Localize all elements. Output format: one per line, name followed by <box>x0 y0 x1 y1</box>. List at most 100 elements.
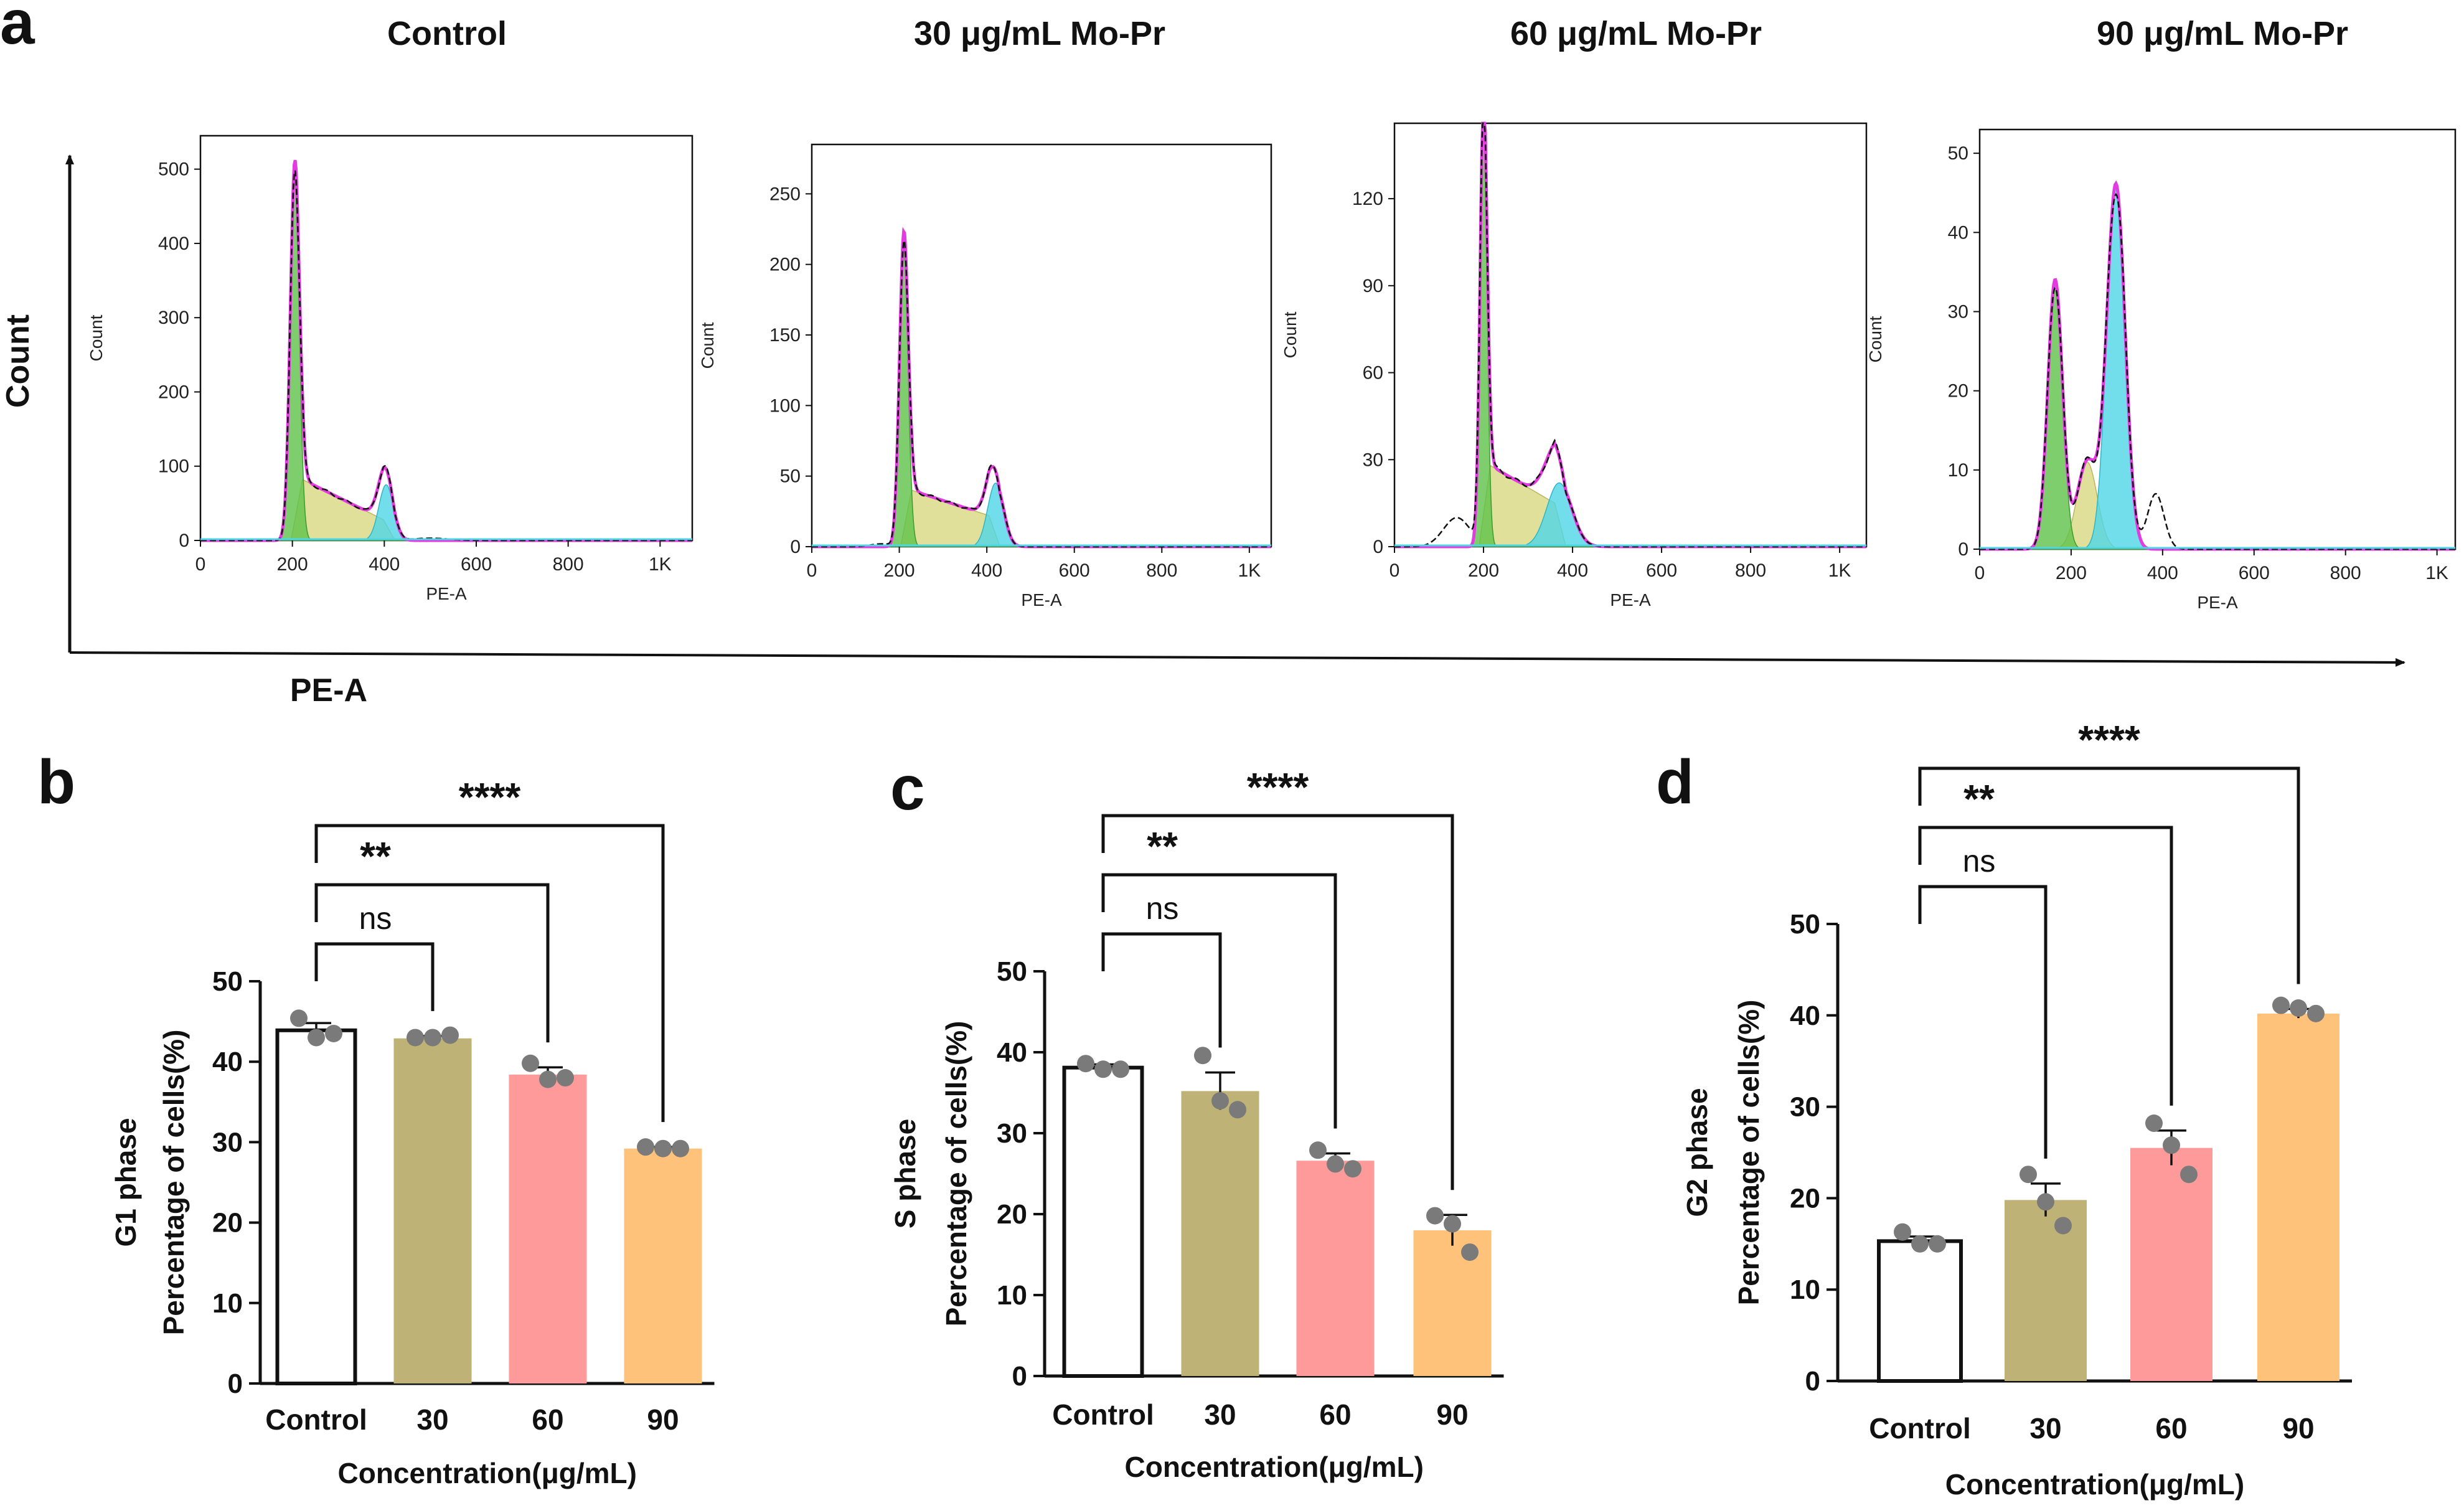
replicate-point <box>1894 1223 1911 1241</box>
panel-letter-a: a <box>0 0 35 57</box>
replicate-point <box>1444 1215 1461 1233</box>
histogram-frame <box>1393 122 1868 548</box>
bar-60 <box>2130 1147 2212 1381</box>
bar-y-label: Percentage of cells(%) <box>940 1021 972 1327</box>
bar-90 <box>624 1148 702 1383</box>
bar-control <box>275 1028 357 1385</box>
histogram-y-tick-label: 30 <box>1948 301 1968 322</box>
replicate-point <box>325 1024 342 1042</box>
bar-y-tick-label: 30 <box>212 1127 243 1157</box>
histogram-x-tick-label: 800 <box>553 554 584 575</box>
replicate-point <box>2037 1193 2054 1211</box>
significance-bracket <box>314 824 665 1123</box>
replicate-point <box>1344 1160 1361 1178</box>
bar-chart-g1: 0 10 20 30 40 50 Control 30 60 90 Concentration(μg… <box>110 775 715 1489</box>
histogram-title: 90 μg/mL Mo-Pr <box>2097 15 2348 52</box>
significance-label: **** <box>1247 765 1309 809</box>
replicate-point <box>1327 1155 1344 1173</box>
bar-chart-g2: 0 10 20 30 40 50 Control 30 60 90 Concentration(μg… <box>1681 717 2352 1501</box>
bar-chart-s: 0 10 20 30 40 50 Control 30 60 90 Concentration(μg… <box>889 765 1504 1483</box>
histogram-x-tick-label: 0 <box>807 560 817 581</box>
bar-x-label: Concentration(μg/mL) <box>1945 1468 2244 1501</box>
histogram-x-label: PE-A <box>1610 590 1651 610</box>
histogram-30: 0 200 400 600 800 1K 0 50 100 150 200 250 PE-A Count 3… <box>698 15 1272 610</box>
bar-y-label-phase: G1 phase <box>110 1118 142 1246</box>
histogram-y-tick-label: 500 <box>158 159 189 180</box>
bar-category-label: 60 <box>1319 1398 1351 1431</box>
replicate-point <box>407 1029 424 1047</box>
bar-x-label: Concentration(μg/mL) <box>338 1457 637 1489</box>
bar-y-tick-label: 30 <box>997 1118 1027 1149</box>
histogram-y-tick-label: 100 <box>769 395 801 416</box>
significance-bracket <box>1101 932 1222 1048</box>
histogram-x-tick-label: 0 <box>1390 560 1400 581</box>
replicate-point <box>2145 1115 2163 1133</box>
bar-control <box>1877 1239 1963 1383</box>
replicate-point <box>308 1029 325 1047</box>
histogram-90: 0 200 400 600 800 1K 0 10 20 30 40 50 PE-A Count 90 μg… <box>1866 15 2457 612</box>
bar-y-tick-label: 20 <box>1790 1183 1820 1213</box>
replicate-point <box>1229 1101 1246 1119</box>
replicate-point <box>1929 1235 1946 1253</box>
histogram-x-tick-label: 600 <box>1646 560 1677 581</box>
replicate-point <box>1911 1235 1929 1253</box>
bar-y-tick-label: 40 <box>1790 1001 1820 1031</box>
replicate-point <box>2020 1166 2037 1184</box>
histogram-x-tick-label: 0 <box>1975 563 1985 583</box>
histogram-y-tick-label: 30 <box>1363 450 1383 470</box>
bar-y-tick-label: 30 <box>1790 1092 1820 1123</box>
bar-category-label: 90 <box>647 1403 679 1436</box>
replicate-point <box>522 1054 539 1072</box>
significance-bracket <box>1918 826 2173 1106</box>
replicate-point <box>654 1139 672 1157</box>
histogram-y-tick-label: 50 <box>780 466 801 487</box>
replicate-point <box>1426 1207 1444 1225</box>
replicate-point <box>1094 1060 1112 1078</box>
bar-y-tick-label: 20 <box>997 1199 1027 1230</box>
histogram-y-tick-label: 300 <box>158 308 189 328</box>
histogram-x-tick-label: 600 <box>461 554 492 575</box>
histogram-y-tick-label: 60 <box>1363 363 1383 384</box>
replicate-point <box>290 1009 308 1027</box>
significance-label: ns <box>1963 844 1996 879</box>
panel-a-pea-label: PE-A <box>290 672 367 709</box>
histogram-frame <box>199 134 694 542</box>
significance-bracket <box>1918 885 2048 1159</box>
bar-category-label: 60 <box>532 1403 563 1436</box>
replicate-point <box>1309 1141 1327 1159</box>
histogram-x-tick-label: 400 <box>2147 563 2178 583</box>
bar-60 <box>509 1074 587 1383</box>
histogram-y-tick-label: 400 <box>158 233 189 254</box>
replicate-point <box>672 1139 689 1157</box>
histogram-y-label: Count <box>1281 311 1300 358</box>
histogram-x-tick-label: 1K <box>1238 560 1261 581</box>
bar-y-tick-label: 0 <box>228 1369 243 1399</box>
bar-y-tick-label: 40 <box>212 1047 243 1077</box>
bar-category-label: 90 <box>2282 1412 2314 1444</box>
histogram-y-tick-label: 100 <box>158 456 189 477</box>
bar-y-tick-label: 40 <box>997 1037 1027 1068</box>
bar-y-tick-label: 10 <box>997 1280 1027 1311</box>
histogram-y-tick-label: 0 <box>1958 539 1968 560</box>
histogram-x-label: PE-A <box>2197 593 2238 612</box>
significance-label: ns <box>359 901 392 936</box>
histogram-x-tick-label: 800 <box>2330 563 2361 583</box>
replicate-point <box>637 1138 654 1156</box>
replicate-point <box>1112 1060 1129 1078</box>
histogram-title: Control <box>387 15 507 52</box>
histogram-data-line <box>1980 192 2455 550</box>
histogram-x-tick-label: 0 <box>195 554 206 575</box>
bar-y-tick-label: 50 <box>997 956 1027 987</box>
histogram-x-label: PE-A <box>1021 590 1062 610</box>
significance-bracket <box>1918 766 2300 984</box>
bar-x-label: Concentration(μg/mL) <box>1125 1451 1424 1483</box>
significance-label: ** <box>360 834 391 879</box>
replicate-point <box>2272 996 2290 1014</box>
histogram-data-line <box>812 239 1271 548</box>
histogram-x-label: PE-A <box>426 584 467 603</box>
histogram-x-tick-label: 400 <box>1557 560 1588 581</box>
bar-30 <box>393 1038 472 1383</box>
histogram-y-tick-label: 90 <box>1363 276 1383 296</box>
histogram-y-tick-label: 200 <box>769 255 801 275</box>
